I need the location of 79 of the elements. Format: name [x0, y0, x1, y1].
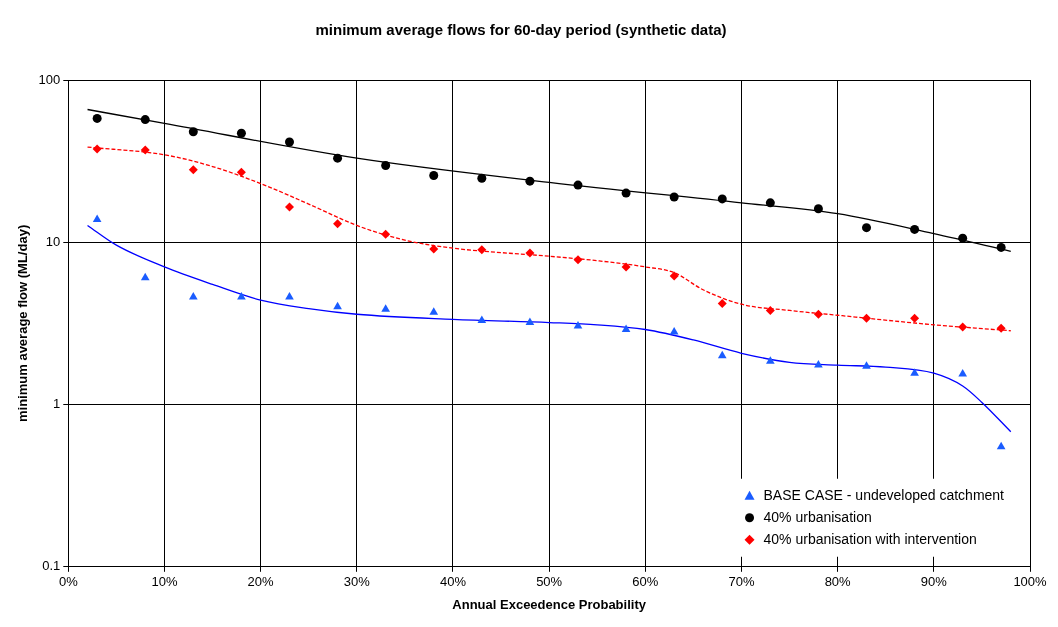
point — [717, 194, 727, 204]
point — [92, 214, 102, 223]
point — [477, 173, 487, 183]
point — [284, 137, 294, 147]
x-tick-label: 40% — [439, 574, 467, 590]
x-axis-title: Annual Exceedence Probability — [452, 596, 647, 612]
point — [958, 369, 968, 377]
point — [92, 113, 102, 123]
point — [477, 245, 487, 255]
x-tick-label: 50% — [536, 574, 563, 590]
point — [140, 272, 150, 281]
point — [525, 317, 535, 326]
point — [285, 291, 294, 300]
point — [996, 323, 1006, 333]
x-tick-label: 100% — [1013, 574, 1048, 590]
point — [236, 167, 246, 177]
point — [814, 360, 823, 368]
y-axis-title: minimum average flow (ML/day) — [15, 224, 31, 422]
legend-label: 40% urbanisation — [763, 508, 872, 525]
line-series — [86, 224, 1012, 433]
point — [429, 244, 439, 254]
legend-label: BASE CASE - undeveloped catchment — [763, 486, 1005, 503]
x-tick-label: 10% — [151, 574, 178, 590]
point — [669, 271, 679, 281]
y-tick-label: 100 — [38, 71, 61, 87]
point — [333, 301, 342, 310]
x-tick-label: 60% — [632, 574, 659, 590]
point — [333, 219, 343, 229]
y-tick-label: 10 — [45, 233, 61, 249]
point — [573, 255, 583, 265]
point — [381, 304, 390, 312]
legend-label: 40% urbanisation with intervention — [763, 530, 977, 547]
point — [140, 115, 150, 125]
point — [996, 441, 1006, 450]
x-tick-label: 30% — [343, 574, 371, 590]
point — [140, 145, 150, 155]
point — [717, 298, 727, 308]
point — [525, 176, 535, 186]
chart-title: minimum average flows for 60-day period (synthetic data) — [315, 21, 727, 39]
x-tick-label: 20% — [247, 574, 275, 590]
y-tick-label: 0.1 — [42, 558, 61, 574]
x-tick-label: 70% — [728, 574, 755, 590]
point — [621, 262, 631, 272]
point — [333, 153, 343, 163]
point — [862, 313, 872, 323]
point — [958, 322, 968, 332]
point — [862, 361, 871, 369]
point — [477, 315, 487, 323]
point — [862, 223, 872, 233]
point — [381, 161, 391, 171]
point — [813, 204, 823, 214]
point — [766, 356, 775, 364]
point — [236, 128, 246, 138]
point — [525, 248, 535, 258]
point — [765, 305, 775, 315]
point — [958, 233, 968, 243]
x-tick-label: 80% — [824, 574, 852, 590]
point — [765, 198, 775, 208]
point — [188, 165, 198, 175]
point — [813, 309, 823, 319]
point — [92, 144, 102, 154]
point — [717, 350, 727, 359]
line-series — [86, 146, 1012, 332]
point — [188, 127, 198, 137]
point — [910, 313, 920, 323]
point — [284, 202, 294, 212]
point — [573, 180, 583, 190]
point — [621, 188, 631, 198]
point — [669, 192, 679, 202]
point — [910, 368, 919, 376]
y-tick-label: 1 — [53, 396, 61, 412]
point — [910, 224, 920, 234]
x-tick-label: 90% — [920, 574, 948, 590]
point — [621, 324, 631, 332]
point — [429, 170, 439, 180]
point — [996, 242, 1006, 252]
point — [381, 229, 391, 239]
point — [429, 307, 439, 315]
x-tick-label: 0% — [58, 574, 79, 590]
